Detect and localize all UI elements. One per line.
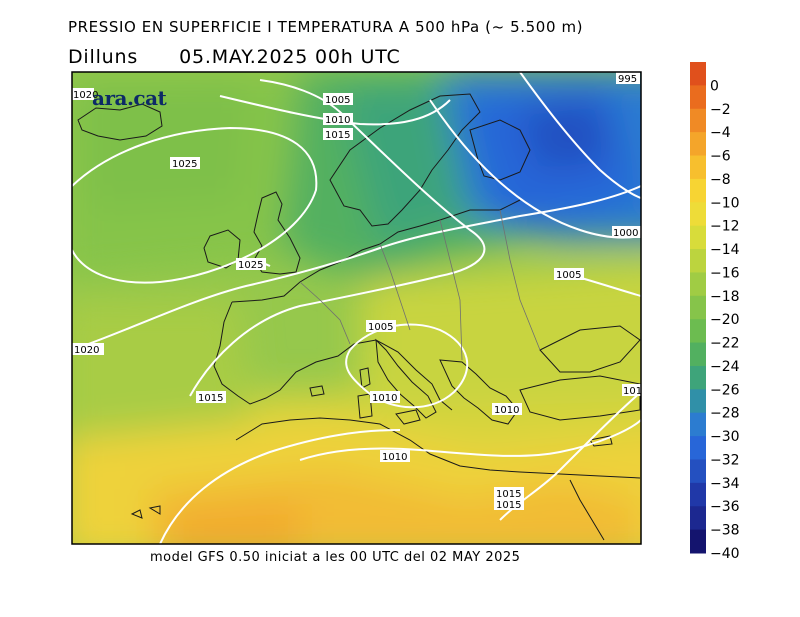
colorbar-label: −16 — [710, 265, 740, 281]
isobar-label: 1005 — [366, 320, 396, 333]
isobar-lines — [72, 72, 641, 544]
colorbar-swatch — [690, 178, 706, 203]
colorbar-label: −34 — [710, 476, 740, 492]
colorbar-swatch — [690, 272, 706, 297]
isobar-label: 1010 — [380, 450, 410, 463]
colorbar-label: −8 — [710, 172, 731, 188]
isobar-label: 1015 — [494, 487, 524, 500]
svg-text:1010: 1010 — [382, 452, 407, 463]
colorbar-label: −22 — [710, 336, 740, 352]
svg-text:1005: 1005 — [325, 95, 350, 106]
isobar-label: 1005 — [554, 268, 584, 281]
colorbar-label: −24 — [710, 359, 740, 375]
datetime-label: 05.MAY.2025 00h UTC — [179, 46, 401, 68]
svg-text:1010: 1010 — [372, 393, 397, 404]
colorbar-swatch — [690, 225, 706, 250]
colorbar-label: −12 — [710, 219, 740, 235]
borders — [299, 209, 541, 361]
colorbar-swatch — [690, 319, 706, 344]
svg-text:1015: 1015 — [496, 489, 521, 500]
colorbar: 0 −2 −4 −6 −8 −10 −12 −14 −16 −18 −20 −22 −24 −26 −28 −… — [690, 62, 740, 562]
svg-text:1015: 1015 — [325, 130, 350, 141]
svg-text:1005: 1005 — [556, 270, 581, 281]
colorbar-swatch — [690, 529, 706, 554]
svg-text:1010: 1010 — [325, 115, 350, 126]
coastlines — [77, 93, 641, 541]
colorbar-label: −26 — [710, 382, 740, 398]
colorbar-label: −2 — [710, 102, 731, 118]
colorbar-swatch — [690, 62, 706, 86]
colorbar-swatch — [690, 459, 706, 484]
colorbar-label: −36 — [710, 499, 740, 515]
colorbar-swatch — [690, 482, 706, 507]
colorbar-label: −30 — [710, 429, 740, 445]
colorbar-swatch — [690, 249, 706, 273]
colorbar-swatch — [690, 202, 706, 227]
colorbar-label: −38 — [710, 523, 740, 539]
colorbar-swatch — [690, 506, 706, 531]
isobar-label: 1015 — [323, 128, 353, 141]
colorbar-label: −6 — [710, 149, 731, 165]
chart-title: PRESSIO EN SUPERFICIE I TEMPERATURA A 50… — [68, 18, 584, 36]
isobar-label: 1005 — [323, 93, 353, 106]
isobar-label: 1025 — [236, 258, 266, 271]
isobar-label: 1010 — [370, 391, 400, 404]
colorbar-swatch — [690, 436, 706, 460]
model-info-footer: model GFS 0.50 iniciat a les 00 UTC del … — [150, 550, 521, 565]
colorbar-label: −20 — [710, 312, 740, 328]
colorbar-swatch — [690, 132, 706, 157]
date-line: Dilluns 05.MAY.2025 00h UTC — [68, 46, 401, 68]
svg-text:1020: 1020 — [74, 345, 99, 356]
isobar-label: 1020 — [72, 88, 98, 101]
isobar-label: 101 — [622, 384, 642, 397]
temperature-field — [72, 72, 641, 544]
colorbar-swatch — [690, 365, 706, 390]
svg-text:1005: 1005 — [368, 322, 393, 333]
isobar-label: 1010 — [492, 403, 522, 416]
isobar-label: 1020 — [72, 343, 104, 356]
isobar-label: 995 — [616, 72, 640, 85]
svg-text:1010: 1010 — [494, 405, 519, 416]
svg-text:995: 995 — [618, 74, 637, 85]
colorbar-label: −40 — [710, 546, 740, 562]
svg-text:1025: 1025 — [238, 260, 263, 271]
colorbar-swatch — [690, 412, 706, 437]
colorbar-swatch — [690, 85, 706, 110]
ara-cat-logo: ara.cat — [92, 86, 167, 110]
svg-text:1025: 1025 — [172, 159, 197, 170]
colorbar-swatch — [690, 155, 706, 180]
isobar-label: 1000 — [612, 226, 641, 239]
weekday-label: Dilluns — [68, 46, 139, 68]
svg-text:1015: 1015 — [496, 500, 521, 511]
svg-text:1015: 1015 — [198, 393, 223, 404]
colorbar-swatch — [690, 295, 706, 320]
colorbar-label: −32 — [710, 452, 740, 468]
colorbar-label: −28 — [710, 406, 740, 422]
svg-text:1000: 1000 — [613, 228, 638, 239]
isobar-label: 1010 — [323, 113, 353, 126]
colorbar-swatch — [690, 108, 706, 133]
colorbar-label: −18 — [710, 289, 740, 305]
svg-text:101: 101 — [623, 386, 642, 397]
colorbar-label: −10 — [710, 195, 740, 211]
map-frame — [71, 71, 642, 545]
colorbar-label: 0 — [710, 78, 719, 94]
colorbar-label: −14 — [710, 242, 740, 258]
svg-text:1020: 1020 — [73, 90, 98, 101]
isobar-label: 1015 — [494, 498, 524, 511]
isobar-label: 1025 — [170, 157, 200, 170]
isobar-labels: 1020 995 1005 1010 1015 1025 1025 1000 1… — [72, 72, 642, 511]
colorbar-label: −4 — [710, 125, 731, 141]
isobar-label: 1015 — [196, 391, 226, 404]
colorbar-swatch — [690, 342, 706, 367]
colorbar-swatch — [690, 389, 706, 414]
